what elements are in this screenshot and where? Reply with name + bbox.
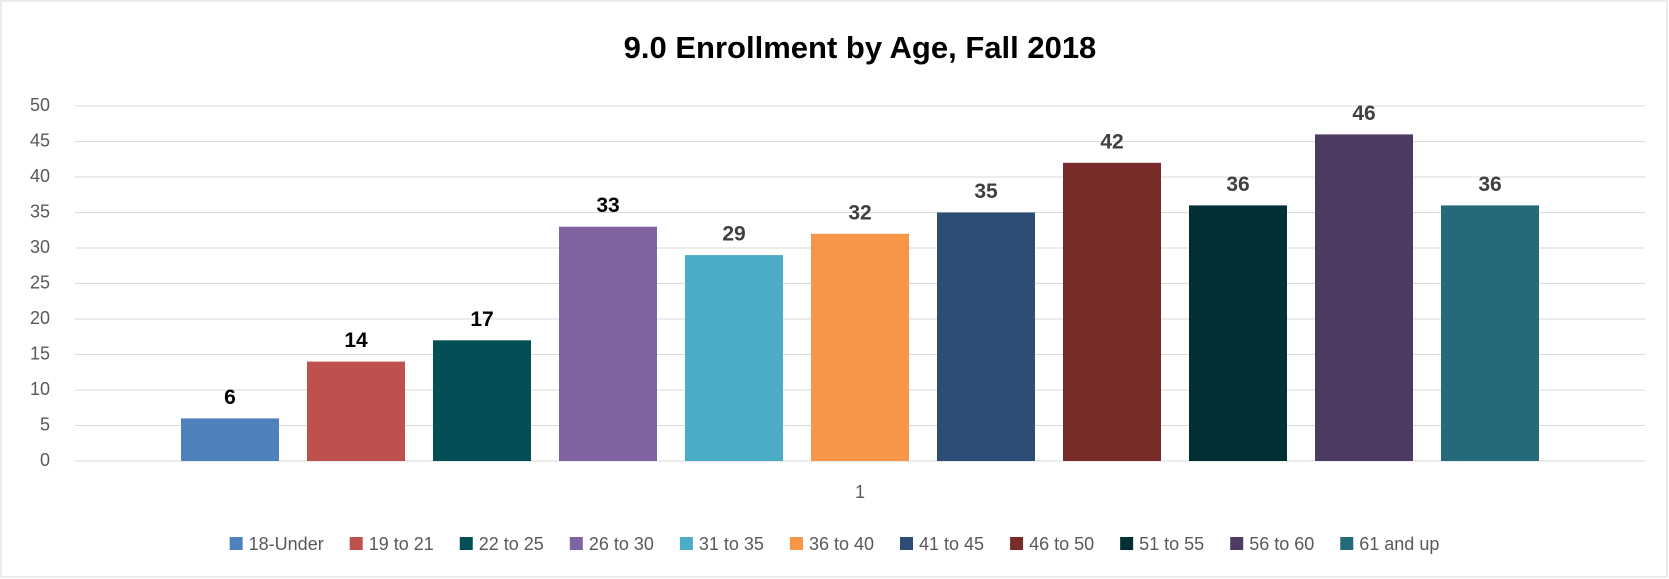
legend-swatch: [1340, 537, 1354, 550]
y-tick-label: 45: [30, 130, 50, 150]
data-label: 36: [1226, 173, 1249, 196]
x-tick-label: 1: [855, 482, 865, 502]
legend-label: 41 to 45: [919, 534, 984, 554]
legend-swatch: [349, 537, 363, 550]
data-label: 6: [224, 386, 236, 409]
y-tick-label: 35: [30, 201, 50, 221]
y-tick-label: 25: [30, 272, 50, 292]
y-tick-label: 5: [40, 414, 50, 434]
data-label: 29: [722, 223, 745, 246]
y-tick-label: 30: [30, 237, 50, 257]
bar: [307, 361, 405, 461]
y-tick-label: 50: [30, 95, 50, 115]
legend-swatch: [789, 537, 803, 550]
data-label: 17: [470, 308, 493, 331]
bar: [1441, 205, 1539, 461]
bar: [181, 418, 279, 461]
legend-label: 46 to 50: [1029, 534, 1094, 554]
chart-title: 9.0 Enrollment by Age, Fall 2018: [624, 30, 1097, 65]
data-label: 14: [344, 329, 368, 352]
data-label: 46: [1352, 102, 1375, 125]
data-label: 36: [1478, 173, 1501, 196]
legend-label: 51 to 55: [1139, 534, 1204, 554]
bar: [433, 340, 531, 461]
legend-label: 26 to 30: [589, 534, 654, 554]
bar: [811, 233, 909, 461]
legend-swatch: [1120, 537, 1134, 550]
data-label: 35: [974, 180, 998, 203]
legend-swatch: [229, 537, 243, 550]
bar: [1189, 205, 1287, 461]
bar: [559, 226, 657, 461]
y-tick-label: 10: [30, 379, 50, 399]
legend-label: 18-Under: [249, 534, 324, 554]
legend-label: 36 to 40: [809, 534, 874, 554]
bar: [685, 255, 783, 461]
legend-label: 22 to 25: [479, 534, 544, 554]
legend-label: 19 to 21: [369, 534, 434, 554]
legend-label: 31 to 35: [699, 534, 764, 554]
data-label: 42: [1100, 130, 1123, 153]
legend-swatch: [459, 537, 473, 550]
legend-label: 61 and up: [1359, 534, 1439, 554]
data-label: 32: [848, 201, 871, 224]
y-tick-label: 15: [30, 343, 50, 363]
legend-swatch: [679, 537, 693, 550]
legend-swatch: [569, 537, 583, 550]
bar: [1315, 134, 1413, 461]
y-tick-label: 0: [40, 450, 50, 470]
legend-label: 56 to 60: [1249, 534, 1314, 554]
y-tick-label: 20: [30, 308, 50, 328]
y-tick-label: 40: [30, 166, 50, 186]
legend-swatch: [1010, 537, 1024, 550]
bar: [1063, 162, 1161, 462]
legend-swatch: [1230, 537, 1244, 550]
bar: [937, 212, 1035, 461]
legend-swatch: [900, 537, 914, 550]
data-label: 33: [596, 194, 619, 217]
